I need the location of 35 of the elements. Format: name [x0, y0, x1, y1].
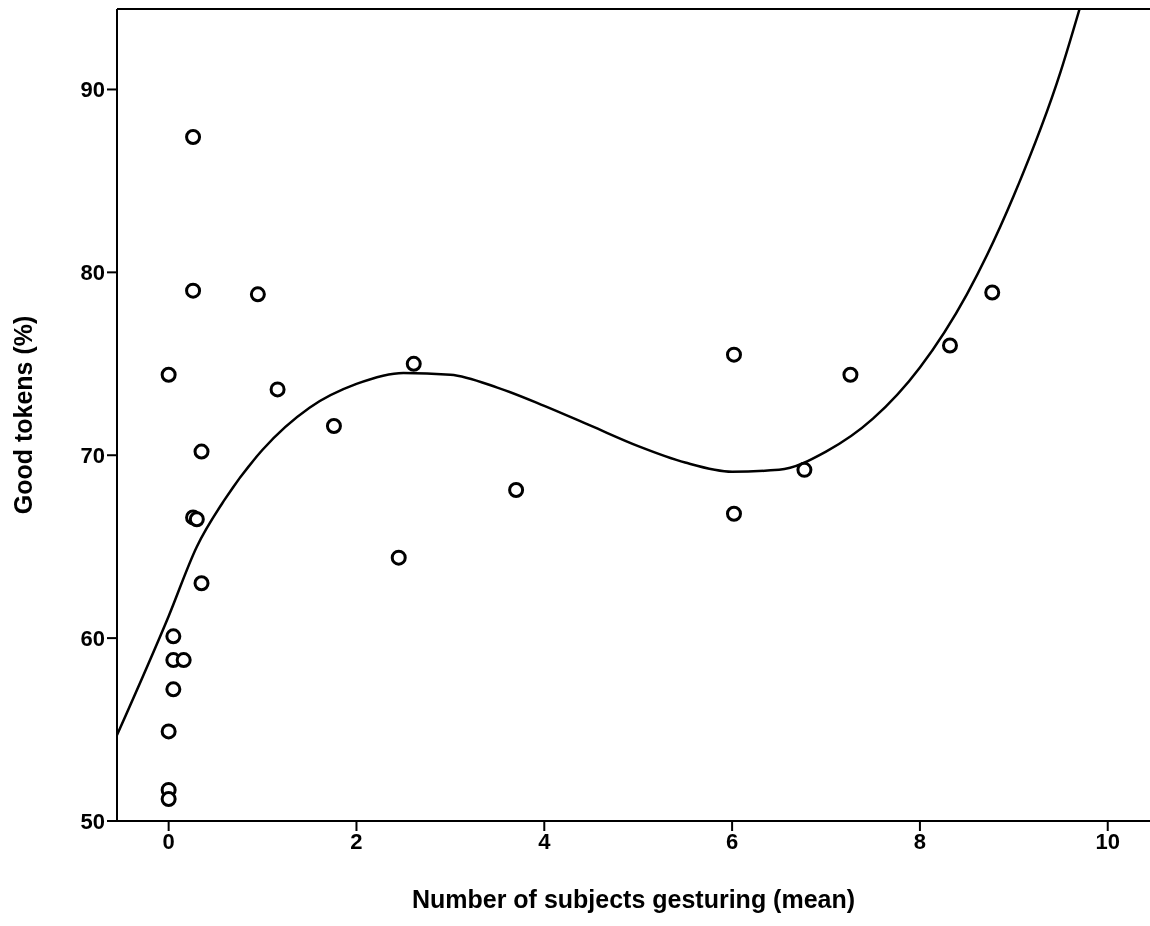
point [796, 461, 813, 478]
x-tick-label: 4 [538, 828, 552, 854]
x-tick-label: 2 [350, 828, 363, 854]
y-tick-label: 50 [80, 808, 105, 834]
point [175, 652, 192, 669]
x-tick-label: 10 [1095, 828, 1120, 854]
y-tick-label: 80 [80, 260, 105, 286]
point [185, 129, 202, 146]
point [185, 282, 202, 299]
point [508, 481, 525, 498]
point [160, 366, 177, 383]
point [725, 346, 742, 363]
point [165, 628, 182, 645]
point [193, 443, 210, 460]
point [842, 366, 859, 383]
point [405, 355, 422, 372]
x-axis-title: Number of subjects gesturing (mean) [411, 885, 856, 913]
x-tick-label: 6 [725, 828, 739, 854]
point [160, 791, 177, 808]
y-tick-label: 60 [80, 625, 105, 651]
point [160, 723, 177, 740]
point [269, 381, 286, 398]
point [165, 681, 182, 698]
point [193, 575, 210, 592]
point [249, 286, 266, 303]
y-tick-label: 70 [80, 443, 105, 469]
point [984, 284, 1001, 301]
point [941, 337, 958, 354]
point [390, 549, 407, 566]
x-tick-label: 8 [913, 828, 927, 854]
y-tick-label: 90 [80, 77, 105, 103]
point [325, 417, 342, 434]
x-tick-label: 0 [162, 828, 175, 854]
y-axis-title: Good tokens (%) [8, 315, 37, 515]
point [725, 505, 742, 522]
